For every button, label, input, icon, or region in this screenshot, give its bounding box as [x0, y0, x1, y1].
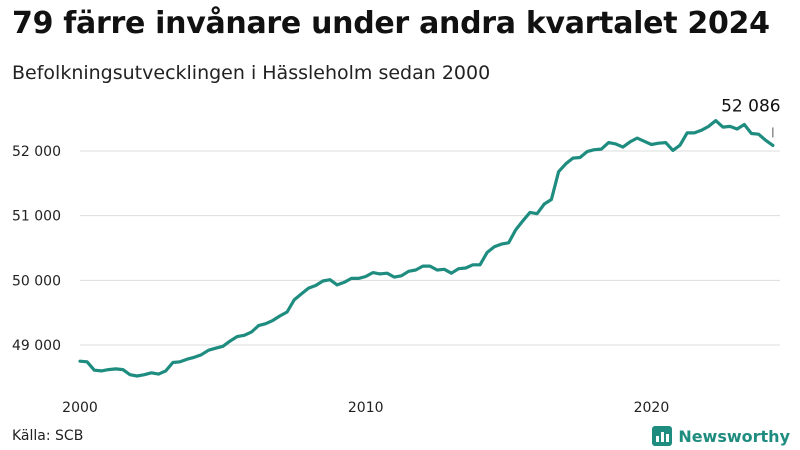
y-tick-label: 50 000 — [12, 273, 61, 289]
x-tick-label: 2020 — [634, 400, 670, 416]
x-tick-label: 2010 — [348, 400, 384, 416]
newsworthy-logo: Newsworthy — [652, 426, 790, 446]
y-tick-label: 52 000 — [12, 144, 61, 160]
x-tick-label: 2000 — [62, 400, 98, 416]
last-value-label: 52 086 — [721, 96, 780, 116]
y-tick-label: 49 000 — [12, 338, 61, 354]
source-label: Källa: SCB — [12, 428, 84, 444]
y-tick-label: 51 000 — [12, 209, 61, 225]
brand-name: Newsworthy — [678, 426, 790, 446]
chart-title: 79 färre invånare under andra kvartalet … — [12, 6, 770, 41]
bar-chart-icon — [652, 426, 673, 446]
population-series-line — [78, 119, 775, 378]
chart-subtitle: Befolkningsutvecklingen i Hässleholm sed… — [12, 62, 491, 84]
